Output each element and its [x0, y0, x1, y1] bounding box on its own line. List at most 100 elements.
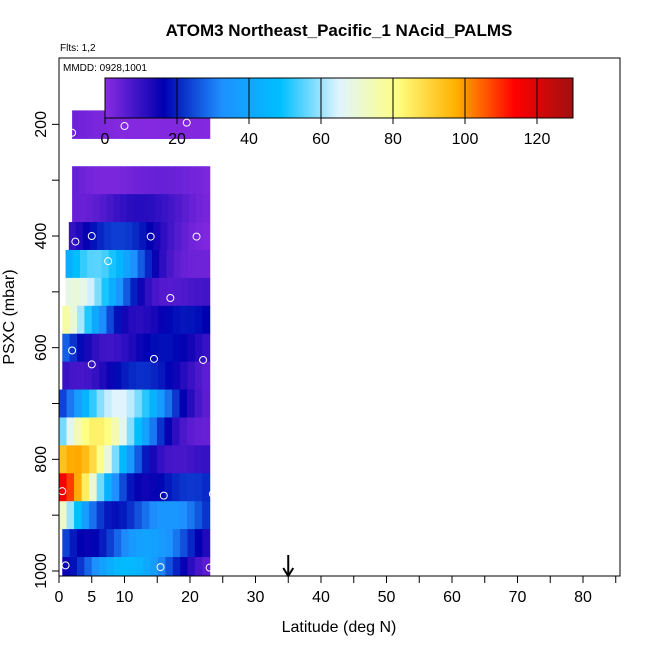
heatmap-cell: [81, 445, 90, 474]
heatmap-cell: [62, 305, 71, 335]
heatmap-cell: [195, 194, 204, 223]
heatmap-cell: [194, 333, 203, 363]
heatmap-cell: [99, 194, 108, 223]
heatmap-cell: [160, 222, 169, 251]
heatmap-cell: [187, 501, 196, 530]
heatmap-cell: [156, 473, 166, 502]
heatmap-cells: [59, 110, 211, 576]
heatmap-cell: [72, 194, 80, 223]
heatmap-cell: [175, 166, 183, 195]
heatmap-cell: [137, 277, 146, 307]
heatmap-cell: [84, 529, 93, 558]
heatmap-cell: [181, 222, 190, 251]
heatmap-cell: [147, 166, 156, 195]
heatmap-cell: [165, 333, 174, 363]
heatmap-cell: [161, 166, 169, 195]
heatmap-cell: [150, 529, 159, 558]
heatmap-cell: [113, 333, 122, 363]
heatmap-cell: [133, 194, 142, 223]
heatmap-cell: [140, 194, 149, 223]
heatmap-cell: [79, 277, 88, 307]
heatmap-cell: [134, 445, 143, 474]
heatmap-cell: [75, 222, 84, 251]
heatmap-cell: [173, 277, 182, 307]
x-tick-label: 70: [509, 589, 527, 606]
heatmap-cell: [106, 110, 114, 139]
heatmap-cell: [133, 110, 142, 139]
sample-point: [192, 232, 201, 241]
heatmap-cell: [81, 389, 90, 419]
heatmap-cell: [158, 557, 167, 576]
heatmap-cell: [188, 249, 196, 279]
heatmap-cell: [111, 501, 120, 530]
sample-point: [71, 237, 80, 246]
heatmap-cell: [171, 501, 181, 530]
heatmap-cell: [85, 194, 94, 223]
heatmap-cell: [180, 249, 189, 279]
heatmap-cell: [135, 529, 144, 558]
heatmap-cell: [143, 305, 152, 335]
heatmap-cell: [91, 333, 100, 363]
heatmap-cell: [189, 194, 197, 223]
x-tick-label: 20: [181, 589, 199, 606]
heatmap-cell: [99, 110, 108, 139]
heatmap-cell: [128, 557, 137, 576]
heatmap-cell: [187, 417, 196, 446]
sample-point: [205, 563, 214, 572]
heatmap-cell: [130, 249, 139, 279]
heatmap-cell: [69, 305, 78, 335]
heatmap-cell: [194, 445, 203, 474]
heatmap-cell: [121, 305, 130, 335]
heatmap-cell: [89, 222, 98, 251]
heatmap-cell: [179, 389, 188, 419]
heatmap-cell: [106, 557, 115, 576]
heatmap-cell: [153, 222, 161, 251]
heatmap-cell: [126, 389, 135, 419]
heatmap-cell: [202, 389, 211, 419]
heatmap-cell: [150, 305, 159, 335]
heatmap-cell: [134, 501, 143, 530]
heatmap-cell: [135, 557, 144, 576]
heatmap-cell: [125, 222, 133, 251]
heatmap-cell: [164, 473, 173, 502]
heatmap-cell: [132, 222, 140, 251]
heatmap-cell: [126, 501, 135, 530]
sample-point: [166, 293, 175, 302]
heatmap-cell: [119, 445, 128, 474]
heatmap-cell: [152, 249, 160, 279]
heatmap-cell: [165, 361, 174, 391]
colorbar-tick-label: 20: [168, 131, 186, 148]
heatmap-cell: [180, 557, 189, 576]
heatmap-cell: [194, 473, 203, 502]
heatmap-cell: [194, 557, 203, 576]
heatmap-cell: [85, 166, 94, 195]
heatmap-cell: [166, 277, 175, 307]
heatmap-cell: [120, 194, 128, 223]
heatmap-cell: [194, 529, 203, 558]
sample-point: [182, 118, 191, 127]
heatmap-cell: [106, 529, 115, 558]
heatmap-cell: [158, 305, 167, 335]
heatmap-cell: [69, 361, 78, 391]
heatmap-cell: [171, 389, 181, 419]
heatmap-cell: [180, 361, 189, 391]
heatmap-cell: [179, 445, 188, 474]
sample-point: [146, 232, 155, 241]
heatmap-cell: [81, 501, 90, 530]
heatmap-cell: [161, 110, 169, 139]
heatmap-cell: [165, 305, 174, 335]
heatmap-cell: [113, 194, 121, 223]
heatmap-cell: [85, 110, 94, 139]
heatmap-cell: [150, 333, 159, 363]
sample-point: [120, 122, 129, 131]
heatmap-cell: [84, 305, 93, 335]
heatmap-cell: [96, 389, 105, 419]
heatmap-cell: [96, 222, 105, 251]
heatmap-cell: [128, 529, 137, 558]
colorbar-ticks: 0 20 40 60 80 100 120: [101, 78, 550, 148]
heatmap-cell: [127, 166, 135, 195]
heatmap-cell: [89, 473, 98, 502]
heatmap-cell: [130, 277, 139, 307]
heatmap-cell: [104, 389, 113, 419]
heatmap-cell: [156, 501, 166, 530]
